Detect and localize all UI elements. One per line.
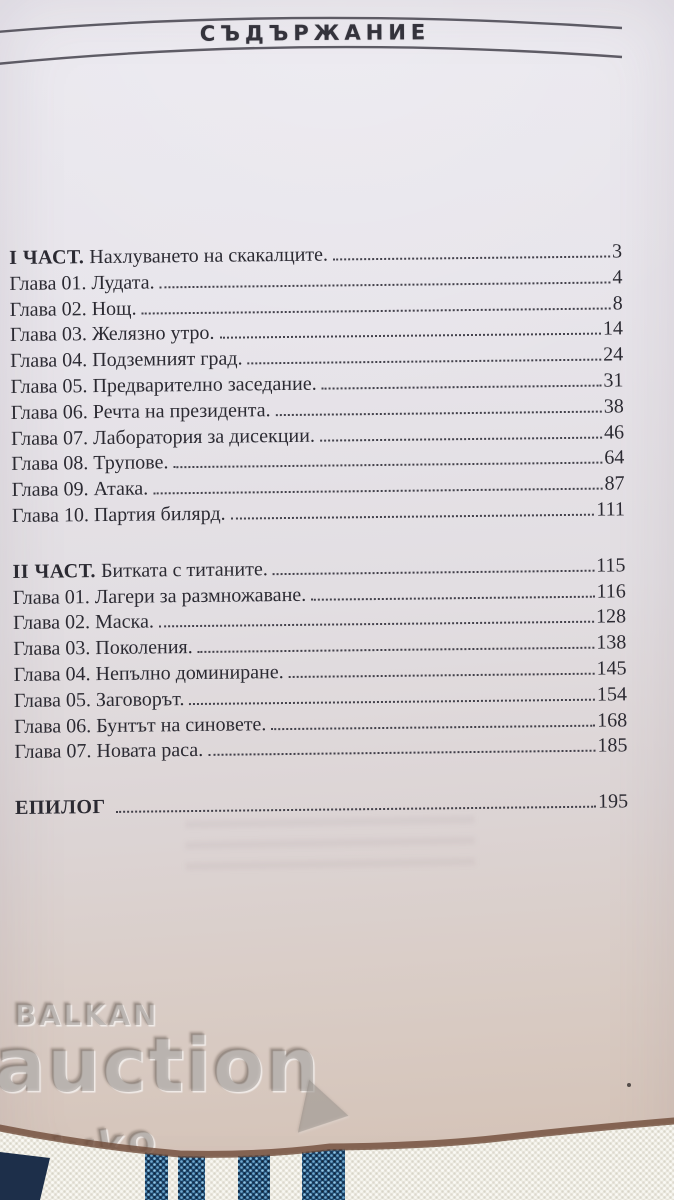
page-number: 138 xyxy=(596,631,627,654)
chapter-title: Нахлуването на скакалците. xyxy=(89,243,329,269)
page-title: СЪДЪРЖАНИЕ xyxy=(199,20,431,46)
page-number: 185 xyxy=(597,734,628,758)
page-number: 14 xyxy=(602,317,624,340)
dot-leader xyxy=(275,410,602,416)
chapter-label: ЕПИЛОГ xyxy=(14,796,106,820)
chapter-label: Глава 10. xyxy=(11,504,90,527)
dot-leader xyxy=(141,307,611,315)
show-through-smudge xyxy=(184,813,476,871)
chapter-title: Нощ. xyxy=(91,297,137,320)
towel-stripe xyxy=(302,1123,345,1200)
chapter-label: Глава 07. xyxy=(10,426,89,450)
chapter-title: Битката с титаните. xyxy=(100,557,268,582)
chapter-label: Глава 07. xyxy=(14,740,92,764)
chapter-label: Глава 09. xyxy=(11,478,89,502)
fabric-background xyxy=(0,1117,674,1200)
toc-row: Глава 10. Партия билярд. 111 xyxy=(12,497,625,529)
watermark-balkan: BALKAN xyxy=(14,998,159,1032)
chapter-label: Глава 04. xyxy=(13,663,91,686)
page-number: 4 xyxy=(612,266,623,289)
dot-leader xyxy=(197,646,595,654)
page-number: 31 xyxy=(603,369,624,392)
dot-leader xyxy=(288,672,595,678)
chapter-title: Предварително заседание. xyxy=(92,372,317,398)
dot-leader xyxy=(321,384,602,390)
toc-row: Глава 07. Новата раса. 185 xyxy=(14,734,627,766)
dot-leader xyxy=(271,724,596,730)
page-number: 116 xyxy=(596,579,626,603)
chapter-title: Новата раса. xyxy=(96,739,204,763)
page-number: 64 xyxy=(604,446,625,469)
chapter-label: Глава 06. xyxy=(10,400,88,424)
chapter-label: Глава 04. xyxy=(10,349,88,373)
ornament-line-top xyxy=(0,16,623,33)
chapter-label: Глава 06. xyxy=(14,714,92,738)
page-number: 8 xyxy=(612,291,623,315)
toc-list: I ЧАСТ. Нахлуването на скакалците. 3 Глав… xyxy=(9,239,628,822)
dust-speck xyxy=(627,1083,631,1087)
dot-leader xyxy=(272,569,595,575)
chapter-title: Бунтът на синовете. xyxy=(96,712,267,737)
chapter-label: Глава 03. xyxy=(13,637,91,661)
page-number: 168 xyxy=(597,708,628,732)
towel-stripe xyxy=(145,1123,168,1200)
dot-leader xyxy=(319,436,603,442)
chapter-title: Лаборатория за дисекции. xyxy=(92,424,316,449)
dot-leader xyxy=(159,281,611,289)
page-number: 87 xyxy=(604,472,625,495)
ornament-line-bottom xyxy=(0,45,623,65)
page-number: 24 xyxy=(603,343,624,366)
chapter-label: Глава 01. xyxy=(12,585,90,609)
chapter-label: Глава 08. xyxy=(11,452,89,476)
chapter-title: Трупове. xyxy=(93,451,169,475)
dot-leader xyxy=(173,461,603,469)
chapter-title: Подземният град. xyxy=(92,347,243,372)
dot-leader xyxy=(158,621,595,628)
chapter-title: Маска. xyxy=(94,610,155,634)
page-number: 154 xyxy=(596,683,628,706)
page-number: 38 xyxy=(603,395,624,418)
towel-stripe xyxy=(178,1123,205,1200)
chapter-label: Глава 05. xyxy=(10,375,88,398)
page-number: 46 xyxy=(603,420,625,444)
chapter-title: Речта на президента. xyxy=(92,398,271,423)
page-number: 128 xyxy=(595,605,627,629)
chapter-label: II ЧАСТ. xyxy=(12,559,97,583)
chapter-title: Непълно доминиране. xyxy=(95,661,284,686)
chapter-label: Глава 02. xyxy=(9,297,87,321)
dot-leader xyxy=(219,332,601,340)
dot-leader xyxy=(115,805,597,814)
chapter-title: Партия билярд. xyxy=(93,502,226,527)
towel-stripe-corner xyxy=(0,1152,50,1200)
dot-leader xyxy=(332,255,611,261)
chapter-title: Поколения. xyxy=(95,636,193,660)
header-ornament-lines xyxy=(0,16,623,65)
chapter-label: Глава 05. xyxy=(13,688,92,712)
page-edge-shadow xyxy=(0,1117,674,1158)
page-number: 115 xyxy=(596,554,626,577)
chapter-title: Желязно утро. xyxy=(91,322,215,346)
dot-leader xyxy=(208,750,596,757)
dot-leader xyxy=(311,595,595,601)
dot-leader xyxy=(247,358,602,365)
page-number: 195 xyxy=(597,790,629,813)
chapter-title: Атака. xyxy=(93,477,149,501)
page-number: 3 xyxy=(611,240,623,263)
watermark-auction: auction xyxy=(0,1020,321,1109)
chapter-label: Глава 02. xyxy=(12,611,91,635)
chapter-title: Лагери за размножаване. xyxy=(94,583,307,608)
chapter-title: Заговорът. xyxy=(95,687,185,711)
chapter-label: Глава 03. xyxy=(9,323,88,347)
dot-leader xyxy=(189,698,595,705)
dot-leader xyxy=(230,513,595,520)
page-number: 145 xyxy=(596,657,627,680)
chapter-label: Глава 01. xyxy=(9,271,87,295)
towel-stripe xyxy=(238,1123,270,1200)
chapter-title: Лудата. xyxy=(91,271,155,294)
dot-leader xyxy=(153,487,603,495)
page-number: 111 xyxy=(596,498,626,521)
chapter-label: I ЧАСТ. xyxy=(9,246,85,269)
